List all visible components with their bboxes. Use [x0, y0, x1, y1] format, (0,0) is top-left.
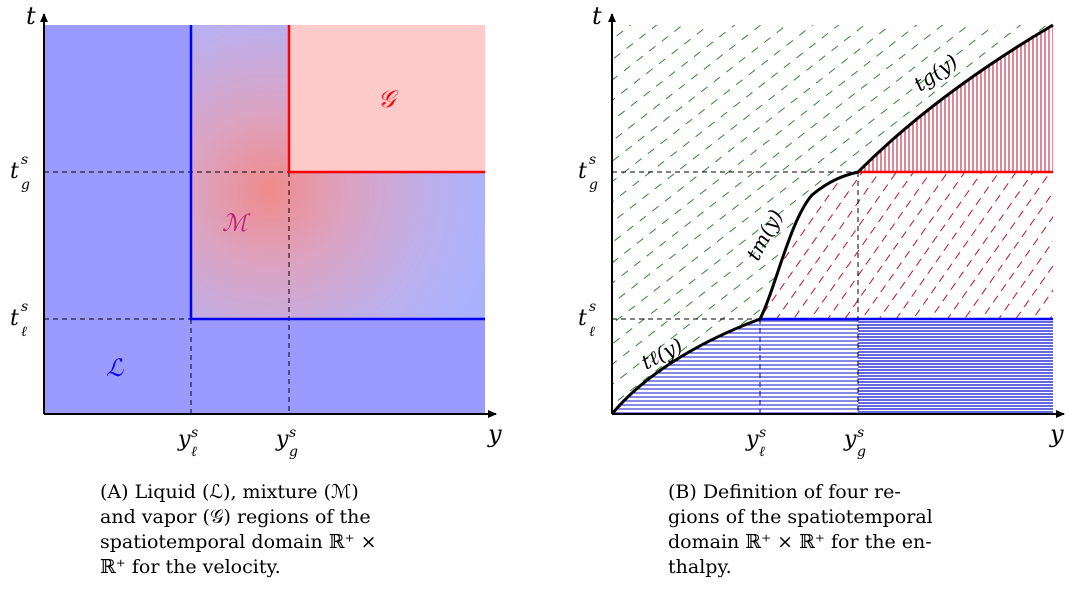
- svg-text:s: s: [191, 425, 198, 441]
- svg-text:s: s: [589, 299, 596, 315]
- tick-yg: y s g: [275, 425, 298, 460]
- svg-text:t: t: [578, 306, 587, 331]
- svg-text:g: g: [289, 444, 298, 460]
- svg-text:y: y: [843, 427, 857, 452]
- svg-text:y: y: [745, 427, 759, 452]
- tick-tl-b: t s ℓ: [578, 299, 596, 340]
- axis-label-y-b: y: [1049, 420, 1064, 448]
- svg-text:ℓ: ℓ: [589, 324, 595, 340]
- svg-text:ℓ: ℓ: [759, 444, 765, 460]
- tick-tg: t s g: [10, 152, 30, 193]
- liquid-boundary: [189, 25, 485, 321]
- svg-text:s: s: [759, 425, 766, 441]
- svg-text:t: t: [10, 159, 19, 184]
- caption-a-line: and vapor (𝒢) regions of the: [100, 506, 371, 528]
- caption-b: (B) Definition of four re- gions of the …: [668, 480, 986, 580]
- region-label-mixture: ℳ: [222, 209, 251, 237]
- svg-text:s: s: [21, 152, 28, 168]
- axis-label-t-b: t: [592, 2, 602, 30]
- svg-text:y: y: [177, 427, 191, 452]
- phase-curve: [610, 23, 1054, 415]
- caption-a-line: ℝ⁺ for the velocity.: [100, 556, 281, 578]
- svg-text:ℓ: ℓ: [21, 324, 27, 340]
- figure-canvas: t y t s g t s ℓ y s ℓ y s g 𝒢 ℳ ℒ: [10, 2, 1065, 460]
- svg-text:ℓ: ℓ: [191, 444, 197, 460]
- tick-yl: y s ℓ: [177, 425, 198, 460]
- svg-text:g: g: [589, 177, 598, 193]
- vapor-region: [289, 25, 485, 172]
- svg-text:s: s: [289, 425, 296, 441]
- panel-b: t y t s g t s ℓ y s ℓ y s g tℓ(y) tm(y) …: [578, 2, 1065, 460]
- caption-b-line: gions of the spatiotemporal: [668, 506, 933, 528]
- guide-lines: [44, 171, 290, 414]
- caption-a-line: spatiotemporal domain ℝ⁺ ×: [100, 531, 377, 553]
- svg-text:g: g: [857, 444, 866, 460]
- tick-yl-b: y s ℓ: [745, 425, 766, 460]
- panel-a: t y t s g t s ℓ y s ℓ y s g 𝒢 ℳ ℒ: [10, 2, 502, 460]
- svg-text:t: t: [578, 159, 587, 184]
- caption-a-line: (A) Liquid (ℒ), mixture (ℳ): [100, 481, 359, 503]
- caption-a: (A) Liquid (ℒ), mixture (ℳ) and vapor (𝒢…: [100, 480, 430, 580]
- svg-text:s: s: [857, 425, 864, 441]
- caption-b-line: domain ℝ⁺ × ℝ⁺ for the en-: [668, 531, 932, 553]
- region-label-liquid: ℒ: [106, 354, 124, 382]
- region-label-vapor: 𝒢: [378, 85, 399, 113]
- svg-text:s: s: [21, 299, 28, 315]
- axis-label-y: y: [487, 420, 502, 448]
- tick-tl: t s ℓ: [10, 299, 28, 340]
- svg-text:t: t: [10, 306, 19, 331]
- caption-b-line: thalpy.: [668, 556, 732, 578]
- tick-yg-b: y s g: [843, 425, 866, 460]
- svg-text:y: y: [275, 427, 289, 452]
- vapor-boundary: [287, 25, 485, 174]
- svg-text:s: s: [589, 152, 596, 168]
- axis-label-t: t: [26, 2, 36, 30]
- svg-text:g: g: [21, 177, 30, 193]
- caption-b-line: (B) Definition of four re-: [668, 481, 901, 503]
- tick-tg-b: t s g: [578, 152, 598, 193]
- blue-dense-hatch-region: [858, 319, 1053, 414]
